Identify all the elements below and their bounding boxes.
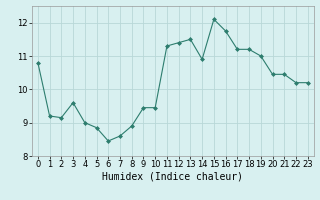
- X-axis label: Humidex (Indice chaleur): Humidex (Indice chaleur): [102, 172, 243, 182]
